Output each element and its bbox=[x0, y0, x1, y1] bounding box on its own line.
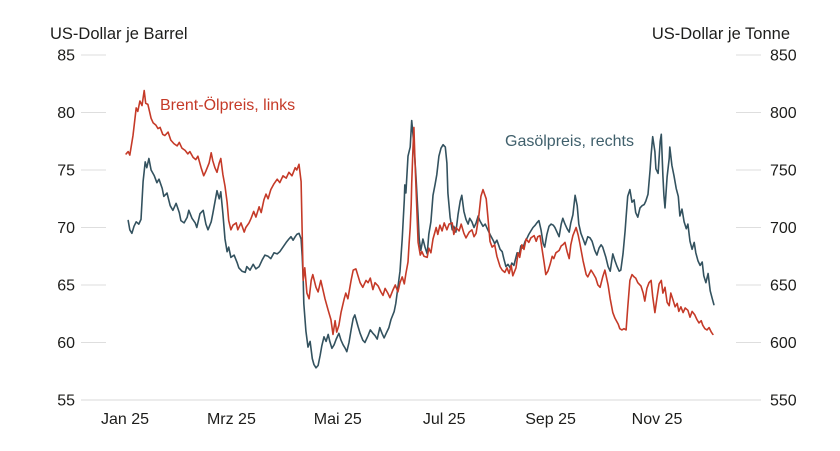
left-axis-tick-label: 65 bbox=[57, 278, 75, 295]
right-axis-tick-label: 550 bbox=[770, 393, 797, 410]
x-axis-tick-label: Sep 25 bbox=[525, 411, 576, 428]
x-axis-tick-label: Jul 25 bbox=[423, 411, 466, 428]
left-axis-tick-label: 55 bbox=[57, 393, 75, 410]
right-axis-tick-label: 600 bbox=[770, 335, 797, 352]
x-axis-tick-label: Nov 25 bbox=[632, 411, 683, 428]
legend-brent-label: Brent-Ölpreis, links bbox=[160, 96, 295, 114]
x-axis-tick-label: Mai 25 bbox=[314, 411, 362, 428]
right-axis-tick-label: 800 bbox=[770, 105, 797, 122]
left-axis-tick-label: 85 bbox=[57, 48, 75, 65]
x-axis-tick-labels: Jan 25 Mrz 25 Mai 25 Jul 25 Sep 25 Nov 25 bbox=[101, 411, 682, 428]
gasoil-price-line bbox=[127, 119, 715, 369]
x-axis-tick-label: Mrz 25 bbox=[207, 411, 256, 428]
right-axis-tick-label: 650 bbox=[770, 278, 797, 295]
series-lines bbox=[125, 89, 715, 369]
left-axis-title: US-Dollar je Barrel bbox=[50, 25, 188, 43]
right-axis-ticks: 850 800 750 700 650 600 550 bbox=[736, 48, 797, 410]
legend-gasoil-label: Gasölpreis, rechts bbox=[505, 133, 634, 150]
left-axis-tick-label: 80 bbox=[57, 105, 75, 122]
brent-price-line bbox=[125, 89, 714, 336]
right-axis-tick-label: 750 bbox=[770, 163, 797, 180]
left-axis-tick-label: 75 bbox=[57, 163, 75, 180]
left-axis-ticks: 85 80 75 70 65 60 55 bbox=[57, 48, 106, 410]
x-axis-tick-label: Jan 25 bbox=[101, 411, 149, 428]
left-axis-tick-label: 60 bbox=[57, 335, 75, 352]
left-axis-tick-label: 70 bbox=[57, 220, 75, 237]
right-axis-title: US-Dollar je Tonne bbox=[652, 25, 790, 43]
right-axis-tick-label: 850 bbox=[770, 48, 797, 65]
right-axis-tick-label: 700 bbox=[770, 220, 797, 237]
